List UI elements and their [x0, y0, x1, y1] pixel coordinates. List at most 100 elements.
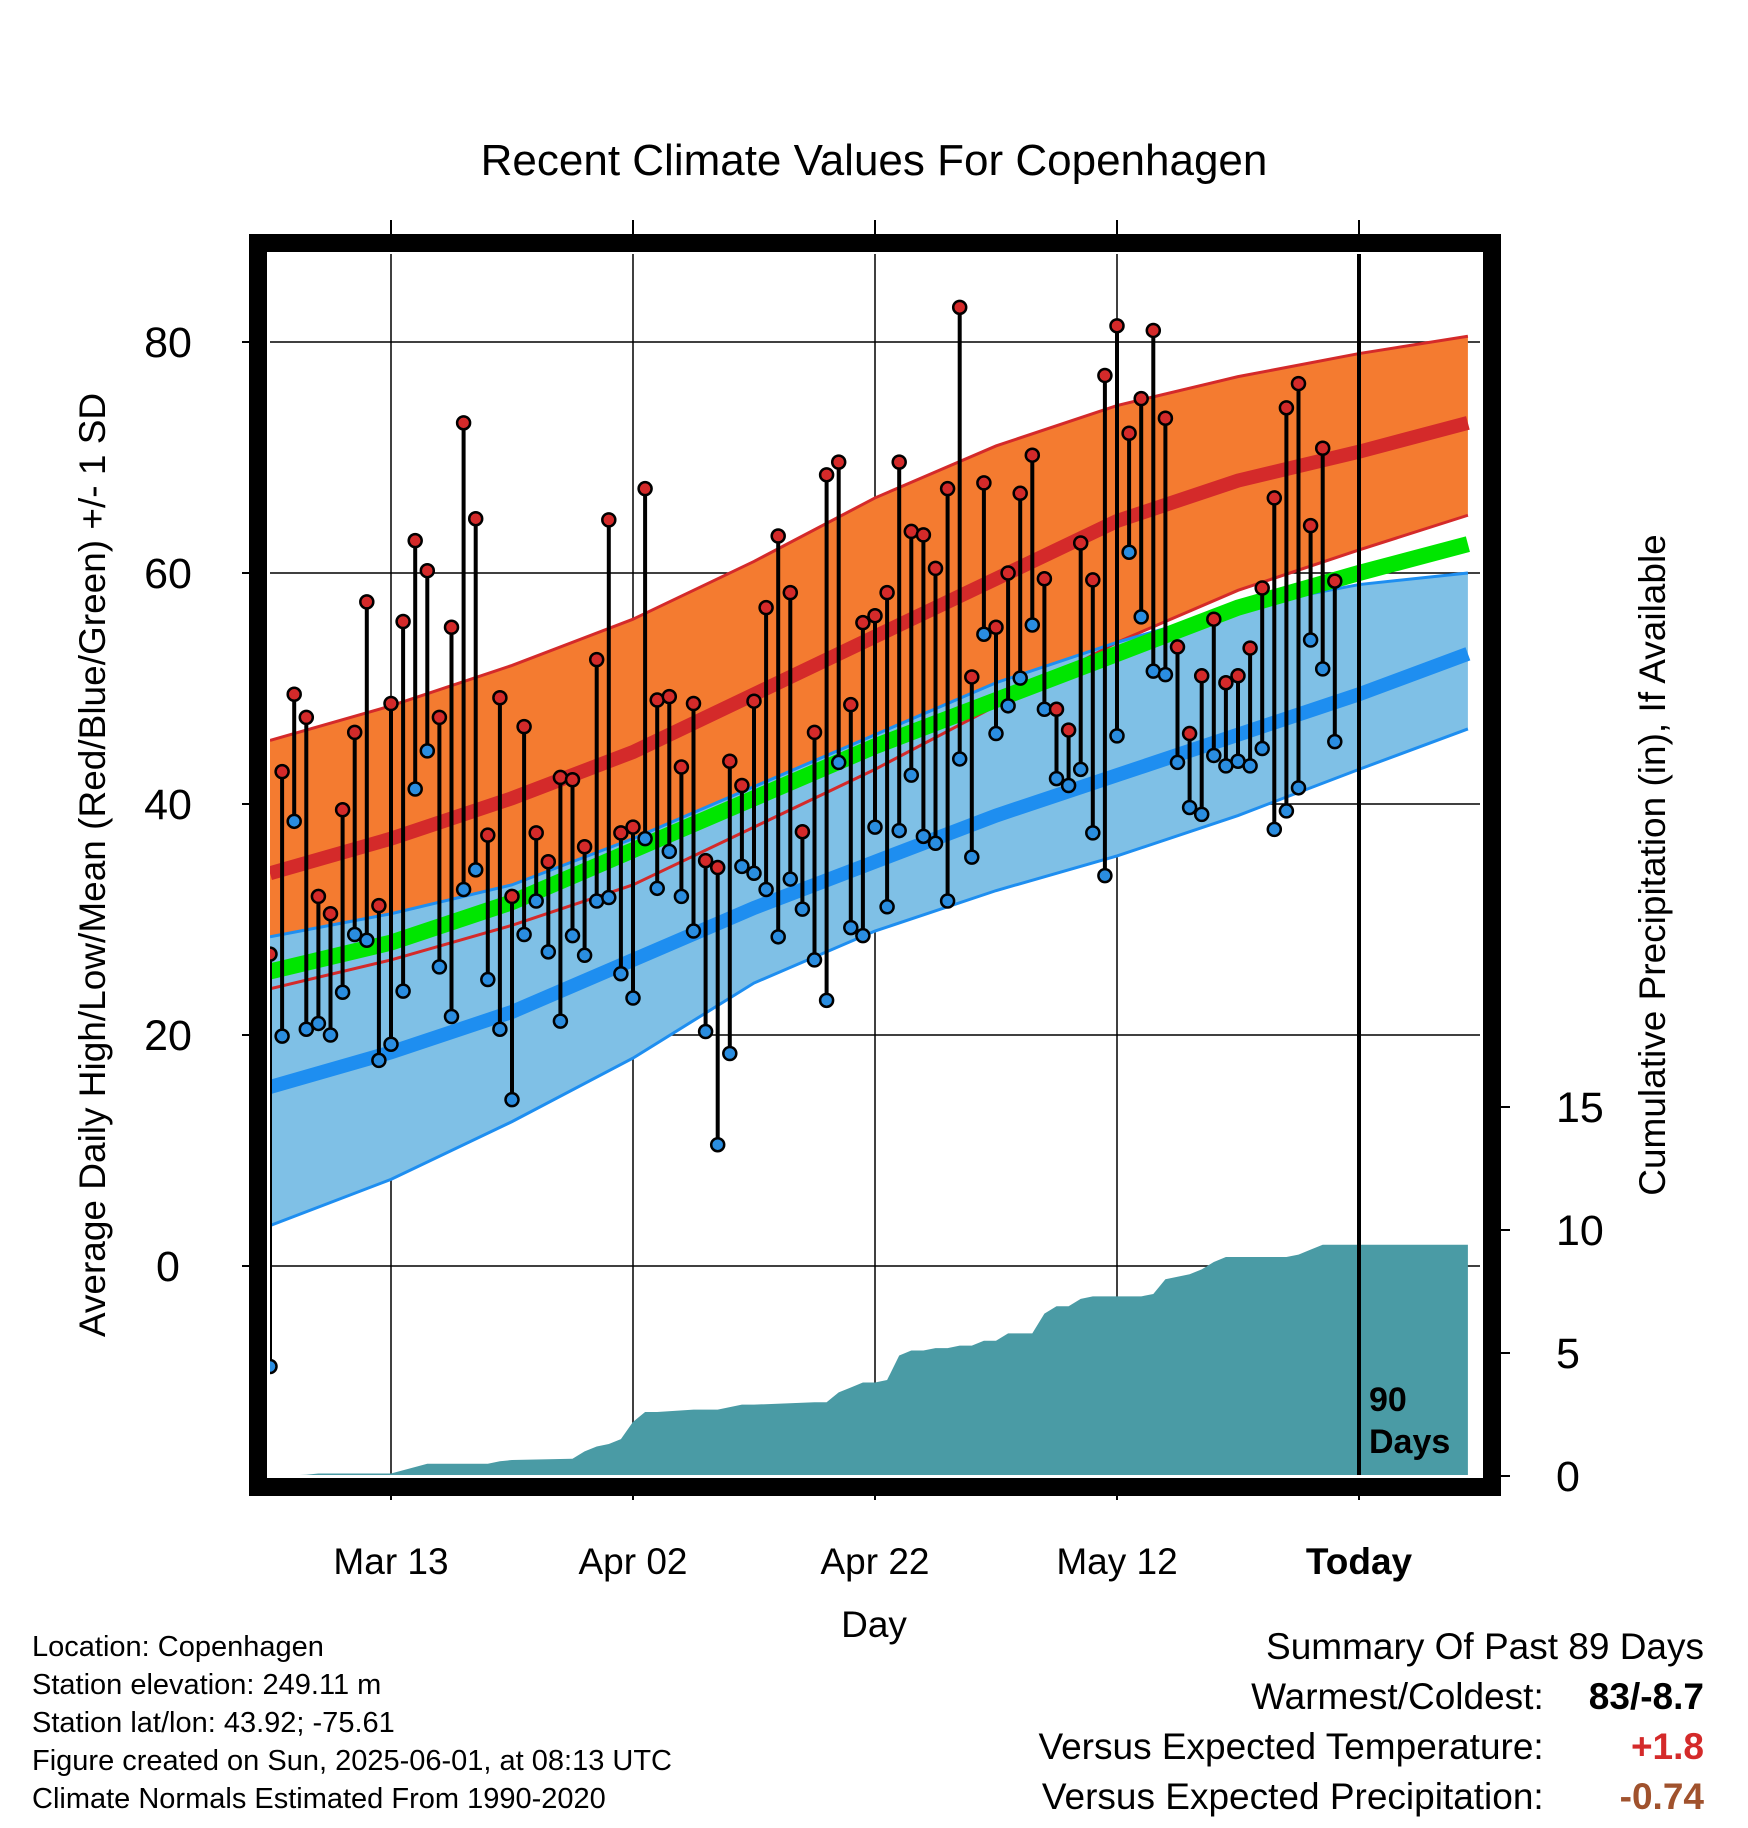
summary-warmest-coldest: Warmest/Coldest: 83/-8.7	[1251, 1676, 1704, 1718]
today-days-word: Days	[1369, 1423, 1450, 1461]
daily-low-point	[685, 923, 702, 939]
daily-high-point	[988, 619, 1004, 636]
high-upper-line	[270, 334, 1469, 742]
daily-high-point	[467, 510, 484, 527]
daily-high-point	[334, 802, 351, 818]
daily-low-point	[1206, 747, 1222, 764]
daily-low-point	[516, 926, 532, 943]
daily-high-point	[782, 584, 799, 601]
daily-low-point	[1169, 754, 1186, 771]
daily-high-point	[830, 454, 847, 470]
daily-high-point	[359, 594, 375, 610]
daily-low-point	[1278, 803, 1295, 819]
daily-low-point	[383, 1036, 399, 1052]
x-tick-label: May 12	[1056, 1541, 1177, 1582]
y-axis-label: Average Daily High/Low/Mean (Red/Blue/Gr…	[72, 393, 113, 1337]
daily-low-point	[1242, 758, 1258, 774]
daily-high-point	[697, 852, 714, 869]
daily-low-point	[818, 992, 835, 1009]
daily-low-point	[270, 1358, 278, 1375]
summary-title: Summary Of Past 89 Days	[1266, 1626, 1704, 1667]
daily-low-point	[673, 888, 690, 905]
y2-tick-label: 5	[1556, 1330, 1580, 1378]
daily-low-point	[649, 880, 665, 897]
daily-high-point	[722, 753, 738, 770]
daily-high-point	[1181, 725, 1198, 742]
y-tick-label: 20	[144, 1012, 192, 1060]
daily-high-point	[504, 888, 520, 905]
daily-high-point	[419, 562, 436, 579]
daily-high-point	[976, 475, 992, 491]
daily-low-point	[1314, 661, 1331, 677]
daily-high-point	[927, 560, 944, 577]
daily-low-point	[407, 781, 423, 797]
daily-high-point	[818, 467, 835, 483]
daily-high-point	[371, 897, 387, 914]
daily-low-point	[661, 843, 678, 860]
daily-high-point	[455, 415, 472, 431]
daily-high-point	[1109, 318, 1125, 334]
daily-low-point	[601, 889, 617, 906]
daily-high-point	[274, 763, 290, 780]
daily-high-point	[1290, 375, 1307, 392]
daily-high-point	[576, 838, 593, 855]
daily-low-point	[903, 767, 920, 783]
temp-anomaly-label: Versus Expected Temperature:	[1038, 1726, 1544, 1767]
daily-low-point	[552, 1013, 569, 1029]
daily-low-point	[371, 1052, 387, 1069]
daily-high-point	[1024, 447, 1041, 463]
precipitation-area	[299, 1244, 1468, 1475]
y-tick-label: 80	[144, 319, 192, 367]
daily-low-point	[1327, 733, 1343, 750]
daily-high-point	[1048, 701, 1065, 718]
daily-low-point	[939, 893, 956, 909]
summary-temperature: Versus Expected Temperature: +1.8	[1038, 1726, 1704, 1768]
daily-low-point	[782, 871, 799, 887]
daily-low-point	[734, 858, 750, 875]
daily-high-point	[891, 454, 907, 470]
x-tick-label: Apr 22	[820, 1541, 929, 1582]
daily-low-point	[1085, 825, 1101, 841]
daily-high-point	[564, 771, 581, 788]
daily-low-point	[1012, 670, 1028, 686]
daily-low-point	[1181, 799, 1198, 816]
daily-high-point	[286, 686, 302, 703]
daily-low-point	[951, 751, 968, 767]
daily-high-point	[770, 528, 786, 544]
daily-low-point	[722, 1045, 738, 1062]
precip-anomaly-label: Versus Expected Precipitation:	[1041, 1776, 1544, 1817]
daily-high-point	[855, 614, 871, 631]
daily-low-point	[431, 959, 448, 975]
daily-low-point	[1254, 740, 1270, 757]
daily-high-point	[1072, 535, 1089, 551]
daily-low-point	[455, 881, 472, 898]
today-days-number: 90	[1369, 1381, 1407, 1419]
daily-high-point	[1278, 400, 1295, 416]
daily-low-point	[540, 944, 557, 960]
daily-high-point	[395, 613, 411, 630]
daily-low-point	[1072, 761, 1089, 778]
y2-tick-label: 0	[1556, 1453, 1580, 1501]
daily-high-point	[383, 695, 399, 712]
daily-low-point	[564, 927, 581, 944]
daily-low-point	[697, 1023, 714, 1040]
daily-high-point	[673, 759, 690, 775]
daily-low-point	[395, 983, 411, 999]
daily-low-point	[709, 1136, 726, 1153]
daily-low-point	[625, 990, 641, 1006]
daily-low-point	[1121, 544, 1137, 560]
daily-low-point	[1290, 780, 1307, 796]
daily-high-point	[1230, 668, 1246, 684]
x-tick-label: Mar 13	[333, 1541, 448, 1582]
daily-high-point	[528, 825, 544, 841]
daily-high-point	[1060, 722, 1077, 738]
daily-low-point	[1109, 728, 1125, 744]
daily-high-point	[407, 532, 423, 549]
daily-low-point	[964, 849, 980, 865]
daily-low-point	[1302, 632, 1319, 648]
daily-low-point	[1000, 698, 1016, 714]
daily-high-point	[964, 669, 980, 685]
daily-high-point	[1145, 322, 1162, 339]
x-tick-label: Today	[1306, 1541, 1413, 1582]
normal-low-line	[270, 647, 1471, 1094]
